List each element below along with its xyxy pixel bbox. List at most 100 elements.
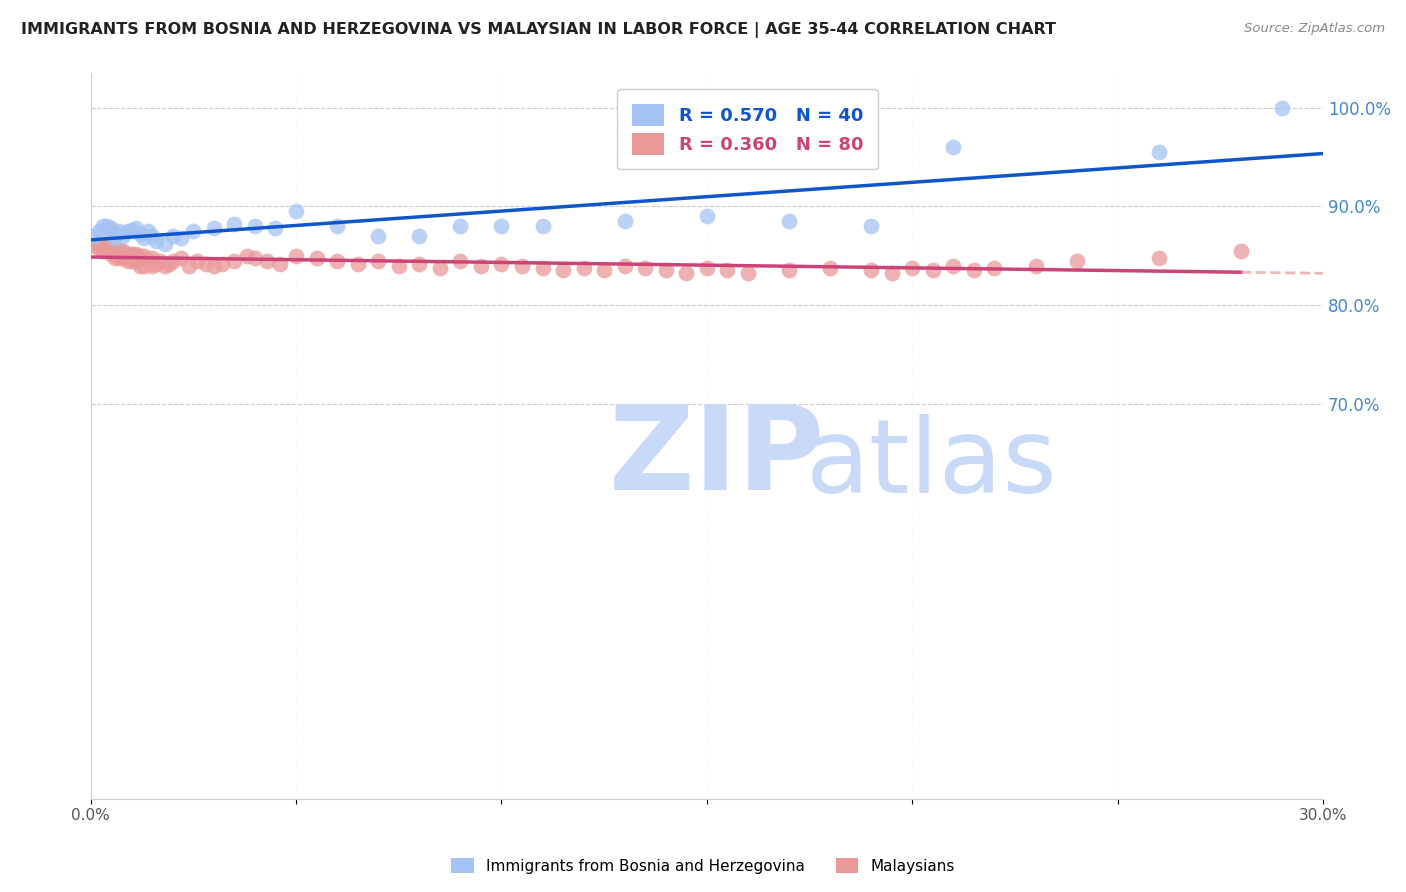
- Point: [1271, 101, 1294, 115]
- Point: [157, 256, 180, 270]
- Point: [100, 246, 122, 260]
- Point: [449, 219, 471, 233]
- Point: [125, 253, 148, 268]
- Point: [162, 228, 184, 243]
- Point: [121, 223, 143, 237]
- Point: [194, 256, 217, 270]
- Point: [408, 228, 430, 243]
- Point: [104, 227, 127, 241]
- Point: [112, 251, 135, 265]
- Point: [153, 236, 176, 251]
- Point: [429, 260, 451, 275]
- Point: [125, 221, 148, 235]
- Point: [942, 140, 965, 154]
- Point: [136, 252, 159, 267]
- Text: IMMIGRANTS FROM BOSNIA AND HERZEGOVINA VS MALAYSIAN IN LABOR FORCE | AGE 35-44 C: IMMIGRANTS FROM BOSNIA AND HERZEGOVINA V…: [21, 22, 1056, 38]
- Point: [491, 256, 513, 270]
- Point: [96, 244, 118, 258]
- Point: [145, 256, 167, 270]
- Point: [100, 226, 122, 240]
- Point: [211, 256, 233, 270]
- Point: [1066, 253, 1088, 268]
- Point: [983, 260, 1005, 275]
- Point: [491, 219, 513, 233]
- Point: [449, 253, 471, 268]
- Point: [183, 224, 205, 238]
- Point: [108, 224, 131, 238]
- Point: [531, 219, 554, 233]
- Point: [91, 244, 114, 258]
- Point: [87, 224, 110, 238]
- Point: [104, 231, 127, 245]
- Point: [285, 204, 308, 219]
- Point: [87, 236, 110, 251]
- Point: [96, 219, 118, 233]
- Point: [593, 263, 616, 277]
- Point: [346, 256, 368, 270]
- Point: [224, 217, 246, 231]
- Point: [170, 251, 193, 265]
- Point: [125, 246, 148, 260]
- Point: [145, 234, 167, 248]
- Point: [655, 263, 678, 277]
- Point: [202, 221, 225, 235]
- Point: [112, 244, 135, 258]
- Point: [243, 219, 266, 233]
- Legend: Immigrants from Bosnia and Herzegovina, Malaysians: Immigrants from Bosnia and Herzegovina, …: [444, 852, 962, 880]
- Point: [100, 221, 122, 235]
- Point: [1230, 244, 1253, 258]
- Point: [117, 253, 139, 268]
- Point: [531, 260, 554, 275]
- Point: [921, 263, 943, 277]
- Legend: R = 0.570   N = 40, R = 0.360   N = 80: R = 0.570 N = 40, R = 0.360 N = 80: [617, 89, 877, 169]
- Point: [963, 263, 986, 277]
- Point: [510, 259, 533, 273]
- Point: [1147, 251, 1170, 265]
- Point: [326, 219, 349, 233]
- Point: [121, 246, 143, 260]
- Point: [129, 249, 152, 263]
- Point: [96, 239, 118, 253]
- Point: [149, 253, 172, 268]
- Point: [112, 228, 135, 243]
- Point: [269, 256, 291, 270]
- Point: [91, 219, 114, 233]
- Point: [880, 267, 903, 281]
- Point: [942, 259, 965, 273]
- Point: [162, 253, 184, 268]
- Point: [613, 259, 636, 273]
- Point: [256, 253, 278, 268]
- Point: [367, 228, 389, 243]
- Point: [153, 259, 176, 273]
- Point: [778, 263, 800, 277]
- Point: [243, 251, 266, 265]
- Point: [202, 259, 225, 273]
- Point: [83, 239, 105, 253]
- Point: [104, 251, 127, 265]
- Point: [224, 253, 246, 268]
- Point: [737, 267, 759, 281]
- Text: atlas: atlas: [806, 415, 1057, 516]
- Point: [367, 253, 389, 268]
- Point: [634, 260, 657, 275]
- Point: [83, 228, 105, 243]
- Point: [170, 231, 193, 245]
- Point: [108, 243, 131, 257]
- Text: Source: ZipAtlas.com: Source: ZipAtlas.com: [1244, 22, 1385, 36]
- Point: [675, 267, 697, 281]
- Point: [901, 260, 924, 275]
- Text: ZIP: ZIP: [609, 401, 824, 516]
- Point: [104, 243, 127, 257]
- Point: [326, 253, 349, 268]
- Point: [716, 263, 738, 277]
- Point: [117, 224, 139, 238]
- Point: [141, 259, 163, 273]
- Point: [551, 263, 574, 277]
- Point: [100, 241, 122, 255]
- Point: [408, 256, 430, 270]
- Point: [132, 231, 155, 245]
- Point: [141, 251, 163, 265]
- Point: [141, 228, 163, 243]
- Point: [860, 219, 883, 233]
- Point: [696, 260, 718, 275]
